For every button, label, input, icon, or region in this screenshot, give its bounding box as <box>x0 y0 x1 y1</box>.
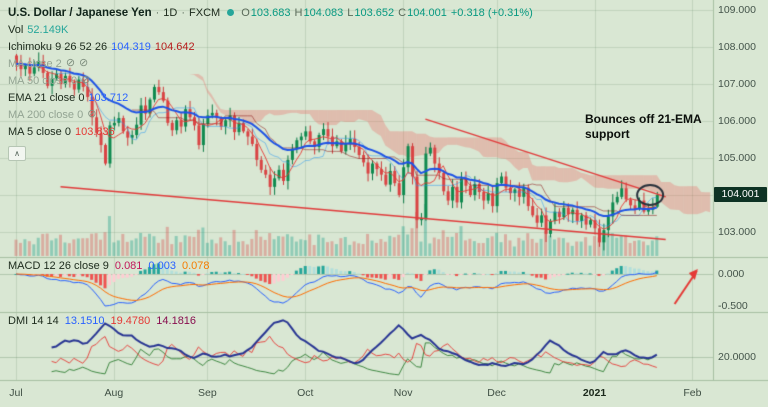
ema21-row[interactable]: EMA 21 close 0 103.712 <box>8 89 533 106</box>
volume-value: 52.149K <box>27 23 69 36</box>
time-axis-month-label: Dec <box>487 387 506 399</box>
ichimoku-row[interactable]: Ichimoku 9 26 52 26 104.319 104.642 <box>8 38 533 55</box>
separator-dot: · <box>155 6 160 19</box>
macd-legend-row[interactable]: MACD 12 26 close 9 0.081 0.003 0.078 <box>8 260 209 272</box>
time-axis-month-label: Sep <box>198 387 217 399</box>
chevron-up-icon: ∧ <box>14 149 20 158</box>
market-status-dot <box>227 9 235 16</box>
open-value: O 103.683 <box>241 6 291 19</box>
time-axis-month-label: Oct <box>297 387 314 399</box>
eye-off-icon[interactable]: ⊘ <box>79 57 89 69</box>
dmi-label: DMI 14 14 <box>8 315 59 327</box>
time-axis-month-label: Jul <box>9 387 23 399</box>
macd-signal-value: 0.078 <box>181 260 210 272</box>
separator-dot: · <box>181 6 186 19</box>
eye-off-icon[interactable]: ⊘ <box>81 74 91 86</box>
dmi-plus-di-value: 19.4780 <box>110 315 151 327</box>
price-axis[interactable]: 109.000 108.000 107.000 106.000 105.000 104.0… <box>713 0 768 407</box>
dmi-adx-value: 13.1510 <box>64 315 105 327</box>
ichimoku-label: Ichimoku 9 26 52 26 <box>8 40 108 53</box>
axis-tick-label: 20.0000 <box>718 350 756 363</box>
ma-close2-label: MA close 2 <box>8 57 62 70</box>
chart-legend: U.S. Dollar / Japanese Yen · 1D · FXCM O… <box>8 4 533 140</box>
symbol-row[interactable]: U.S. Dollar / Japanese Yen · 1D · FXCM O… <box>8 4 533 21</box>
axis-tick-label: -0.500 <box>718 299 748 312</box>
dmi-legend-row[interactable]: DMI 14 14 13.1510 19.4780 14.1816 <box>8 315 196 327</box>
eye-off-icon[interactable]: ⊘ <box>87 108 97 120</box>
eye-off-icon[interactable]: ⊘ <box>65 57 76 69</box>
ma50-label: MA 50 close 0 <box>8 74 78 87</box>
ma5-row[interactable]: MA 5 close 0 103.836 <box>8 123 533 140</box>
ma5-label: MA 5 close 0 <box>8 125 71 138</box>
axis-tick-label: 0.000 <box>718 268 745 280</box>
ema21-value: 103.712 <box>88 91 129 104</box>
macd-line-value: 0.003 <box>148 260 176 272</box>
symbol-title: U.S. Dollar / Japanese Yen <box>8 6 152 19</box>
time-axis[interactable]: Jul Aug Sep Oct Nov Dec 2021 Feb <box>0 381 713 407</box>
dmi-minus-di-value: 14.1816 <box>156 315 197 327</box>
last-price-badge: 104.001 <box>714 186 767 202</box>
time-axis-month-label: Feb <box>683 387 702 399</box>
ema21-label: EMA 21 close 0 <box>8 91 85 104</box>
ma-close2-row[interactable]: MA close 2 ⊘ ⊘ <box>8 55 533 72</box>
ma50-row[interactable]: MA 50 close 0 ⊘ <box>8 72 533 89</box>
volume-label: Vol <box>8 23 24 36</box>
legend-collapse-button[interactable]: ∧ <box>8 146 26 161</box>
axis-tick-label: 106.000 <box>718 115 756 127</box>
axis-tick-label: 105.000 <box>718 152 756 164</box>
annotation-note[interactable]: Bounces off 21-EMA support <box>585 112 702 142</box>
time-axis-month-label: Aug <box>104 387 124 399</box>
high-value: H 104.083 <box>294 6 344 19</box>
time-axis-month-label: 2021 <box>582 387 607 399</box>
axis-tick-label: 103.000 <box>718 226 756 238</box>
ma200-label: MA 200 close 0 <box>8 108 84 121</box>
ichimoku-value-2: 104.642 <box>154 40 195 53</box>
macd-hist-value: 0.081 <box>114 260 143 272</box>
annotation-note-line2: support <box>585 127 630 141</box>
low-value: L 103.652 <box>347 6 395 19</box>
ma5-value: 103.836 <box>74 125 115 138</box>
change-value: +0.318 (+0.31%) <box>450 6 533 19</box>
interval-label: 1D <box>163 6 178 19</box>
time-axis-month-label: Nov <box>393 387 413 399</box>
volume-row[interactable]: Vol 52.149K <box>8 21 533 38</box>
annotation-note-line1: Bounces off 21-EMA <box>585 112 702 126</box>
axis-tick-label: 108.000 <box>718 41 756 53</box>
axis-tick-label: 107.000 <box>718 78 756 90</box>
ma200-row[interactable]: MA 200 close 0 ⊘ <box>8 106 533 123</box>
macd-label: MACD 12 26 close 9 <box>8 260 109 272</box>
close-value: C 104.001 <box>398 6 447 19</box>
exchange-label: FXCM <box>189 6 221 19</box>
axis-tick-label: 109.000 <box>718 4 756 16</box>
ichimoku-value-1: 104.319 <box>111 40 151 53</box>
